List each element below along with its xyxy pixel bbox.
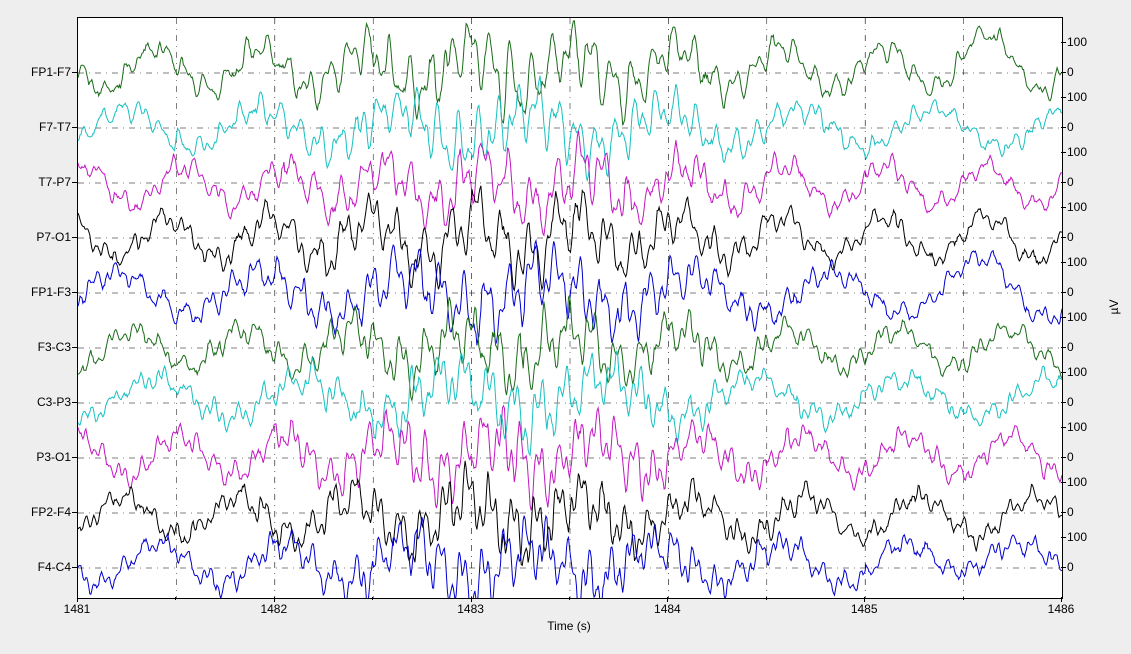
x-axis-title: Time (s) bbox=[547, 619, 591, 633]
y-axis-title: µV bbox=[1107, 300, 1121, 315]
x-tick-label: 1483 bbox=[457, 602, 484, 616]
uv-tick-label: 0 bbox=[1067, 450, 1074, 464]
x-tick-label: 1481 bbox=[64, 602, 91, 616]
uv-tick-label: 0 bbox=[1067, 560, 1074, 574]
y-right-uv-labels: 0 100 0 100 0 100 0 100 0 100 0 100 0 100 0 100 0 100 0 100 bbox=[1067, 17, 1107, 597]
uv-tick-label: 0 bbox=[1067, 285, 1074, 299]
uv-tick-label: 100 bbox=[1067, 255, 1087, 269]
channel-label: P3-O1 bbox=[36, 450, 71, 464]
uv-tick-label: 0 bbox=[1067, 395, 1074, 409]
uv-tick-label: 0 bbox=[1067, 230, 1074, 244]
uv-tick-label: 0 bbox=[1067, 340, 1074, 354]
uv-tick-label: 100 bbox=[1067, 365, 1087, 379]
uv-tick-label: 100 bbox=[1067, 90, 1087, 104]
channel-label: FP1-F3 bbox=[31, 285, 71, 299]
uv-tick-label: 100 bbox=[1067, 35, 1087, 49]
channel-label: C3-P3 bbox=[37, 395, 71, 409]
uv-tick-label: 100 bbox=[1067, 200, 1087, 214]
uv-tick-label: 100 bbox=[1067, 475, 1087, 489]
uv-tick-label: 100 bbox=[1067, 530, 1087, 544]
channel-label: T7-P7 bbox=[38, 175, 71, 189]
x-tick-label: 1482 bbox=[260, 602, 287, 616]
uv-tick-label: 100 bbox=[1067, 310, 1087, 324]
plot-svg bbox=[78, 18, 1062, 598]
uv-tick-label: 0 bbox=[1067, 120, 1074, 134]
figure-frame: 1481 1482 1483 1484 1485 1486 FP1-F7 F7-T7 T7-P… bbox=[0, 0, 1131, 654]
channel-label: FP1-F7 bbox=[31, 65, 71, 79]
channel-label: P7-O1 bbox=[36, 230, 71, 244]
x-tick-label: 1486 bbox=[1048, 602, 1075, 616]
uv-tick-label: 0 bbox=[1067, 175, 1074, 189]
x-tick-label: 1484 bbox=[654, 602, 681, 616]
uv-tick-label: 0 bbox=[1067, 505, 1074, 519]
channel-label: FP2-F4 bbox=[31, 505, 71, 519]
uv-tick-label: 100 bbox=[1067, 420, 1087, 434]
x-tick-label: 1485 bbox=[851, 602, 878, 616]
plot-area bbox=[77, 17, 1063, 599]
uv-tick-label: 0 bbox=[1067, 65, 1074, 79]
y-left-channel-labels: FP1-F7 F7-T7 T7-P7 P7-O1 FP1-F3 F3-C3 C3-P3 P3-… bbox=[0, 17, 71, 597]
channel-label: F4-C4 bbox=[38, 560, 71, 574]
channel-label: F7-T7 bbox=[39, 120, 71, 134]
channel-label: F3-C3 bbox=[38, 340, 71, 354]
uv-tick-label: 100 bbox=[1067, 145, 1087, 159]
